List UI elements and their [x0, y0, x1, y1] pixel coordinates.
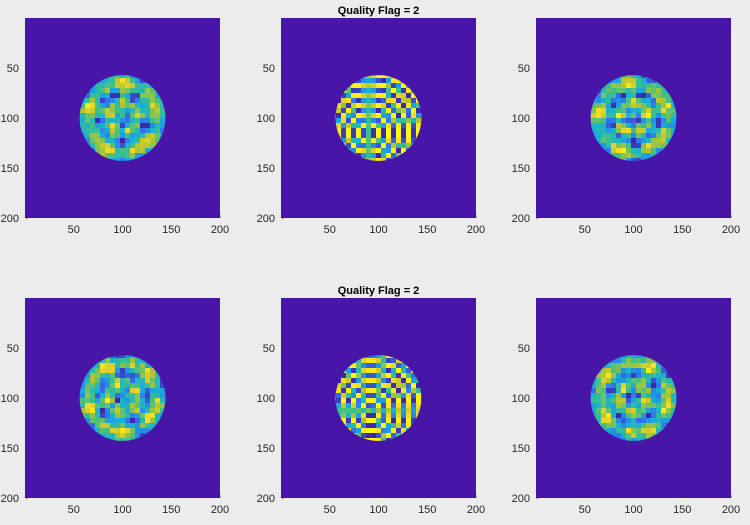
x-tick-label: 100	[113, 504, 131, 516]
x-tick-label: 50	[68, 224, 80, 236]
y-tick-label: 50	[263, 343, 275, 355]
y-tick-label: 150	[1, 443, 19, 455]
x-tick-label: 200	[211, 504, 229, 516]
subplot-1: 50 100 150 200 50 100 150 200	[1, 18, 229, 236]
y-tick-label: 200	[512, 493, 530, 505]
x-tick-label: 100	[113, 224, 131, 236]
x-tick-label: 150	[673, 504, 691, 516]
x-tick-label: 200	[467, 224, 485, 236]
x-tick-label: 150	[418, 504, 436, 516]
y-tick-label: 100	[1, 393, 19, 405]
x-tick-label: 200	[722, 504, 740, 516]
x-tick-label: 50	[68, 504, 80, 516]
y-tick-label: 150	[512, 163, 530, 175]
x-tick-label: 50	[324, 504, 336, 516]
x-tick-label: 50	[324, 224, 336, 236]
y-tick-label: 150	[257, 163, 275, 175]
x-tick-label: 150	[418, 224, 436, 236]
heatmap-disc	[590, 75, 677, 161]
subplot-title: Quality Flag = 2	[338, 285, 420, 297]
subplot-2: 50 100 150 200 50 100 150 200 Quality Flag = 2	[257, 5, 486, 236]
y-tick-label: 100	[257, 393, 275, 405]
x-tick-label: 200	[211, 224, 229, 236]
y-tick-label: 150	[512, 443, 530, 455]
y-tick-label: 100	[512, 113, 530, 125]
y-tick-label: 200	[257, 493, 275, 505]
subplot-4: 50 100 150 200 50 100 150 200	[1, 298, 229, 516]
x-tick-label: 150	[673, 224, 691, 236]
x-tick-label: 150	[162, 504, 180, 516]
x-tick-label: 100	[624, 224, 642, 236]
y-tick-label: 50	[7, 343, 19, 355]
x-tick-label: 150	[162, 224, 180, 236]
heatmap-disc	[590, 355, 677, 441]
x-tick-label: 200	[722, 224, 740, 236]
y-tick-label: 100	[1, 113, 19, 125]
subplot-6: 50 100 150 200 50 100 150 200	[512, 298, 740, 516]
y-tick-label: 100	[512, 393, 530, 405]
y-tick-label: 200	[1, 493, 19, 505]
subplot-5: 50 100 150 200 50 100 150 200 Quality Flag = 2	[257, 285, 486, 516]
y-tick-label: 150	[257, 443, 275, 455]
subplot-3: 50 100 150 200 50 100 150 200	[512, 18, 740, 236]
y-tick-label: 200	[257, 213, 275, 225]
heatmap-disc	[335, 75, 422, 161]
heatmap-disc	[79, 75, 166, 161]
x-tick-label: 100	[369, 224, 387, 236]
y-tick-label: 200	[1, 213, 19, 225]
y-tick-label: 100	[257, 113, 275, 125]
x-tick-label: 200	[467, 504, 485, 516]
x-tick-label: 100	[369, 504, 387, 516]
subplot-title: Quality Flag = 2	[338, 5, 420, 17]
x-tick-label: 100	[624, 504, 642, 516]
y-tick-label: 50	[518, 343, 530, 355]
x-tick-label: 50	[579, 504, 591, 516]
y-tick-label: 50	[7, 63, 19, 75]
y-tick-label: 150	[1, 163, 19, 175]
x-tick-label: 50	[579, 224, 591, 236]
y-tick-label: 200	[512, 213, 530, 225]
y-tick-label: 50	[518, 63, 530, 75]
y-tick-label: 50	[263, 63, 275, 75]
